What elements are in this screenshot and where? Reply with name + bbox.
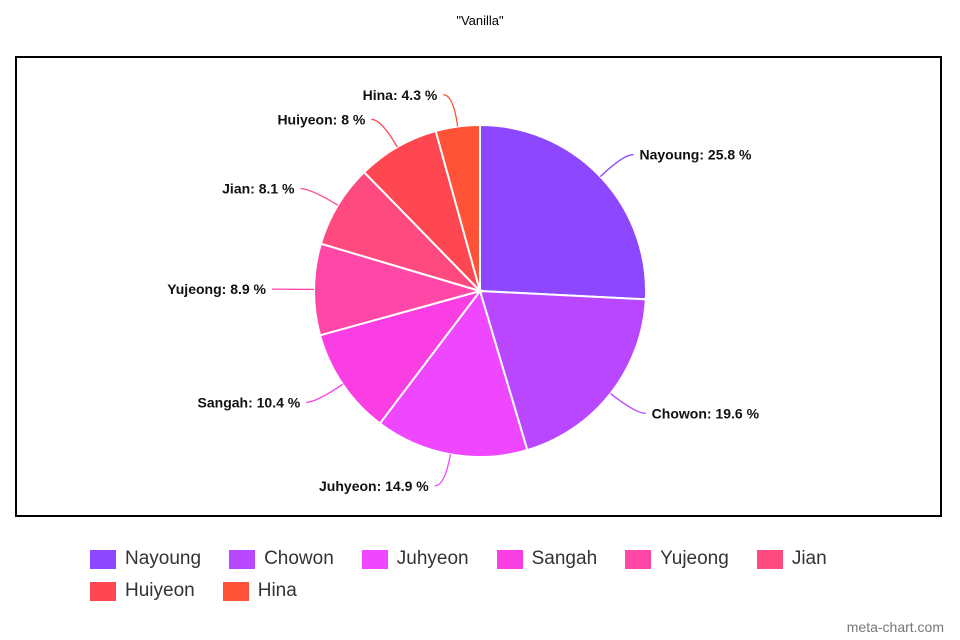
- data-label: Juhyeon: 14.9 %: [319, 478, 429, 494]
- leader-line: [300, 187, 339, 206]
- legend-item: Nayoung: [90, 548, 201, 570]
- legend-label: Hina: [257, 580, 297, 601]
- leader-line: [599, 153, 634, 178]
- legend-swatch: [756, 549, 783, 569]
- legend-label: Yujeong: [660, 548, 729, 569]
- slice-hina: [434, 123, 481, 292]
- legend-item: Hina: [222, 580, 297, 602]
- legend-swatch: [229, 549, 256, 569]
- data-label: Chowon: 19.6 %: [652, 405, 760, 421]
- legend-label: Jian: [791, 548, 827, 569]
- leader-line: [306, 383, 344, 403]
- legend-label: Nayoung: [125, 548, 202, 569]
- slice-sangah: [318, 289, 483, 425]
- leader-line: [610, 393, 646, 414]
- data-label: Yujeong: 8.9 %: [167, 281, 266, 297]
- legend-swatch: [90, 549, 116, 569]
- chart-frame: [15, 56, 942, 517]
- data-label: Jian: 8.1 %: [222, 181, 295, 197]
- data-label: Huiyeon: 8 %: [277, 111, 365, 127]
- leader-line: [371, 118, 398, 148]
- data-label: Nayoung: 25.8 %: [639, 147, 752, 163]
- legend-label: Juhyeon: [396, 548, 469, 569]
- slice-yujeong: [313, 242, 484, 337]
- legend: Nayoung Chowon Juhyeon Sangah Yujeong Jian Hui…: [90, 548, 910, 602]
- legend-swatch: [625, 549, 652, 569]
- legend-label: Chowon: [264, 548, 334, 569]
- leader-line: [443, 94, 459, 127]
- legend-item: Sangah: [496, 548, 598, 570]
- data-label: Sangah: 10.4 %: [198, 394, 301, 410]
- leader-line: [434, 454, 452, 487]
- data-label: Hina: 4.3 %: [363, 87, 438, 103]
- legend-swatch: [222, 581, 249, 601]
- legend-item: Jian: [756, 548, 827, 570]
- legend-label: Sangah: [531, 548, 598, 569]
- legend-label: Huiyeon: [125, 580, 195, 601]
- chart-title: "Vanilla": [456, 13, 504, 28]
- slice-nayoung: [479, 123, 647, 301]
- legend-item: Huiyeon: [90, 580, 195, 602]
- legend-swatch: [361, 549, 388, 569]
- legend-swatch: [90, 581, 116, 601]
- credit-text: meta-chart.com: [846, 619, 944, 635]
- legend-swatch: [496, 549, 523, 569]
- slice-juhyeon: [378, 288, 529, 458]
- slice-chowon: [478, 289, 647, 452]
- legend-item: Yujeong: [625, 548, 729, 570]
- legend-item: Juhyeon: [361, 548, 469, 570]
- legend-item: Chowon: [229, 548, 334, 570]
